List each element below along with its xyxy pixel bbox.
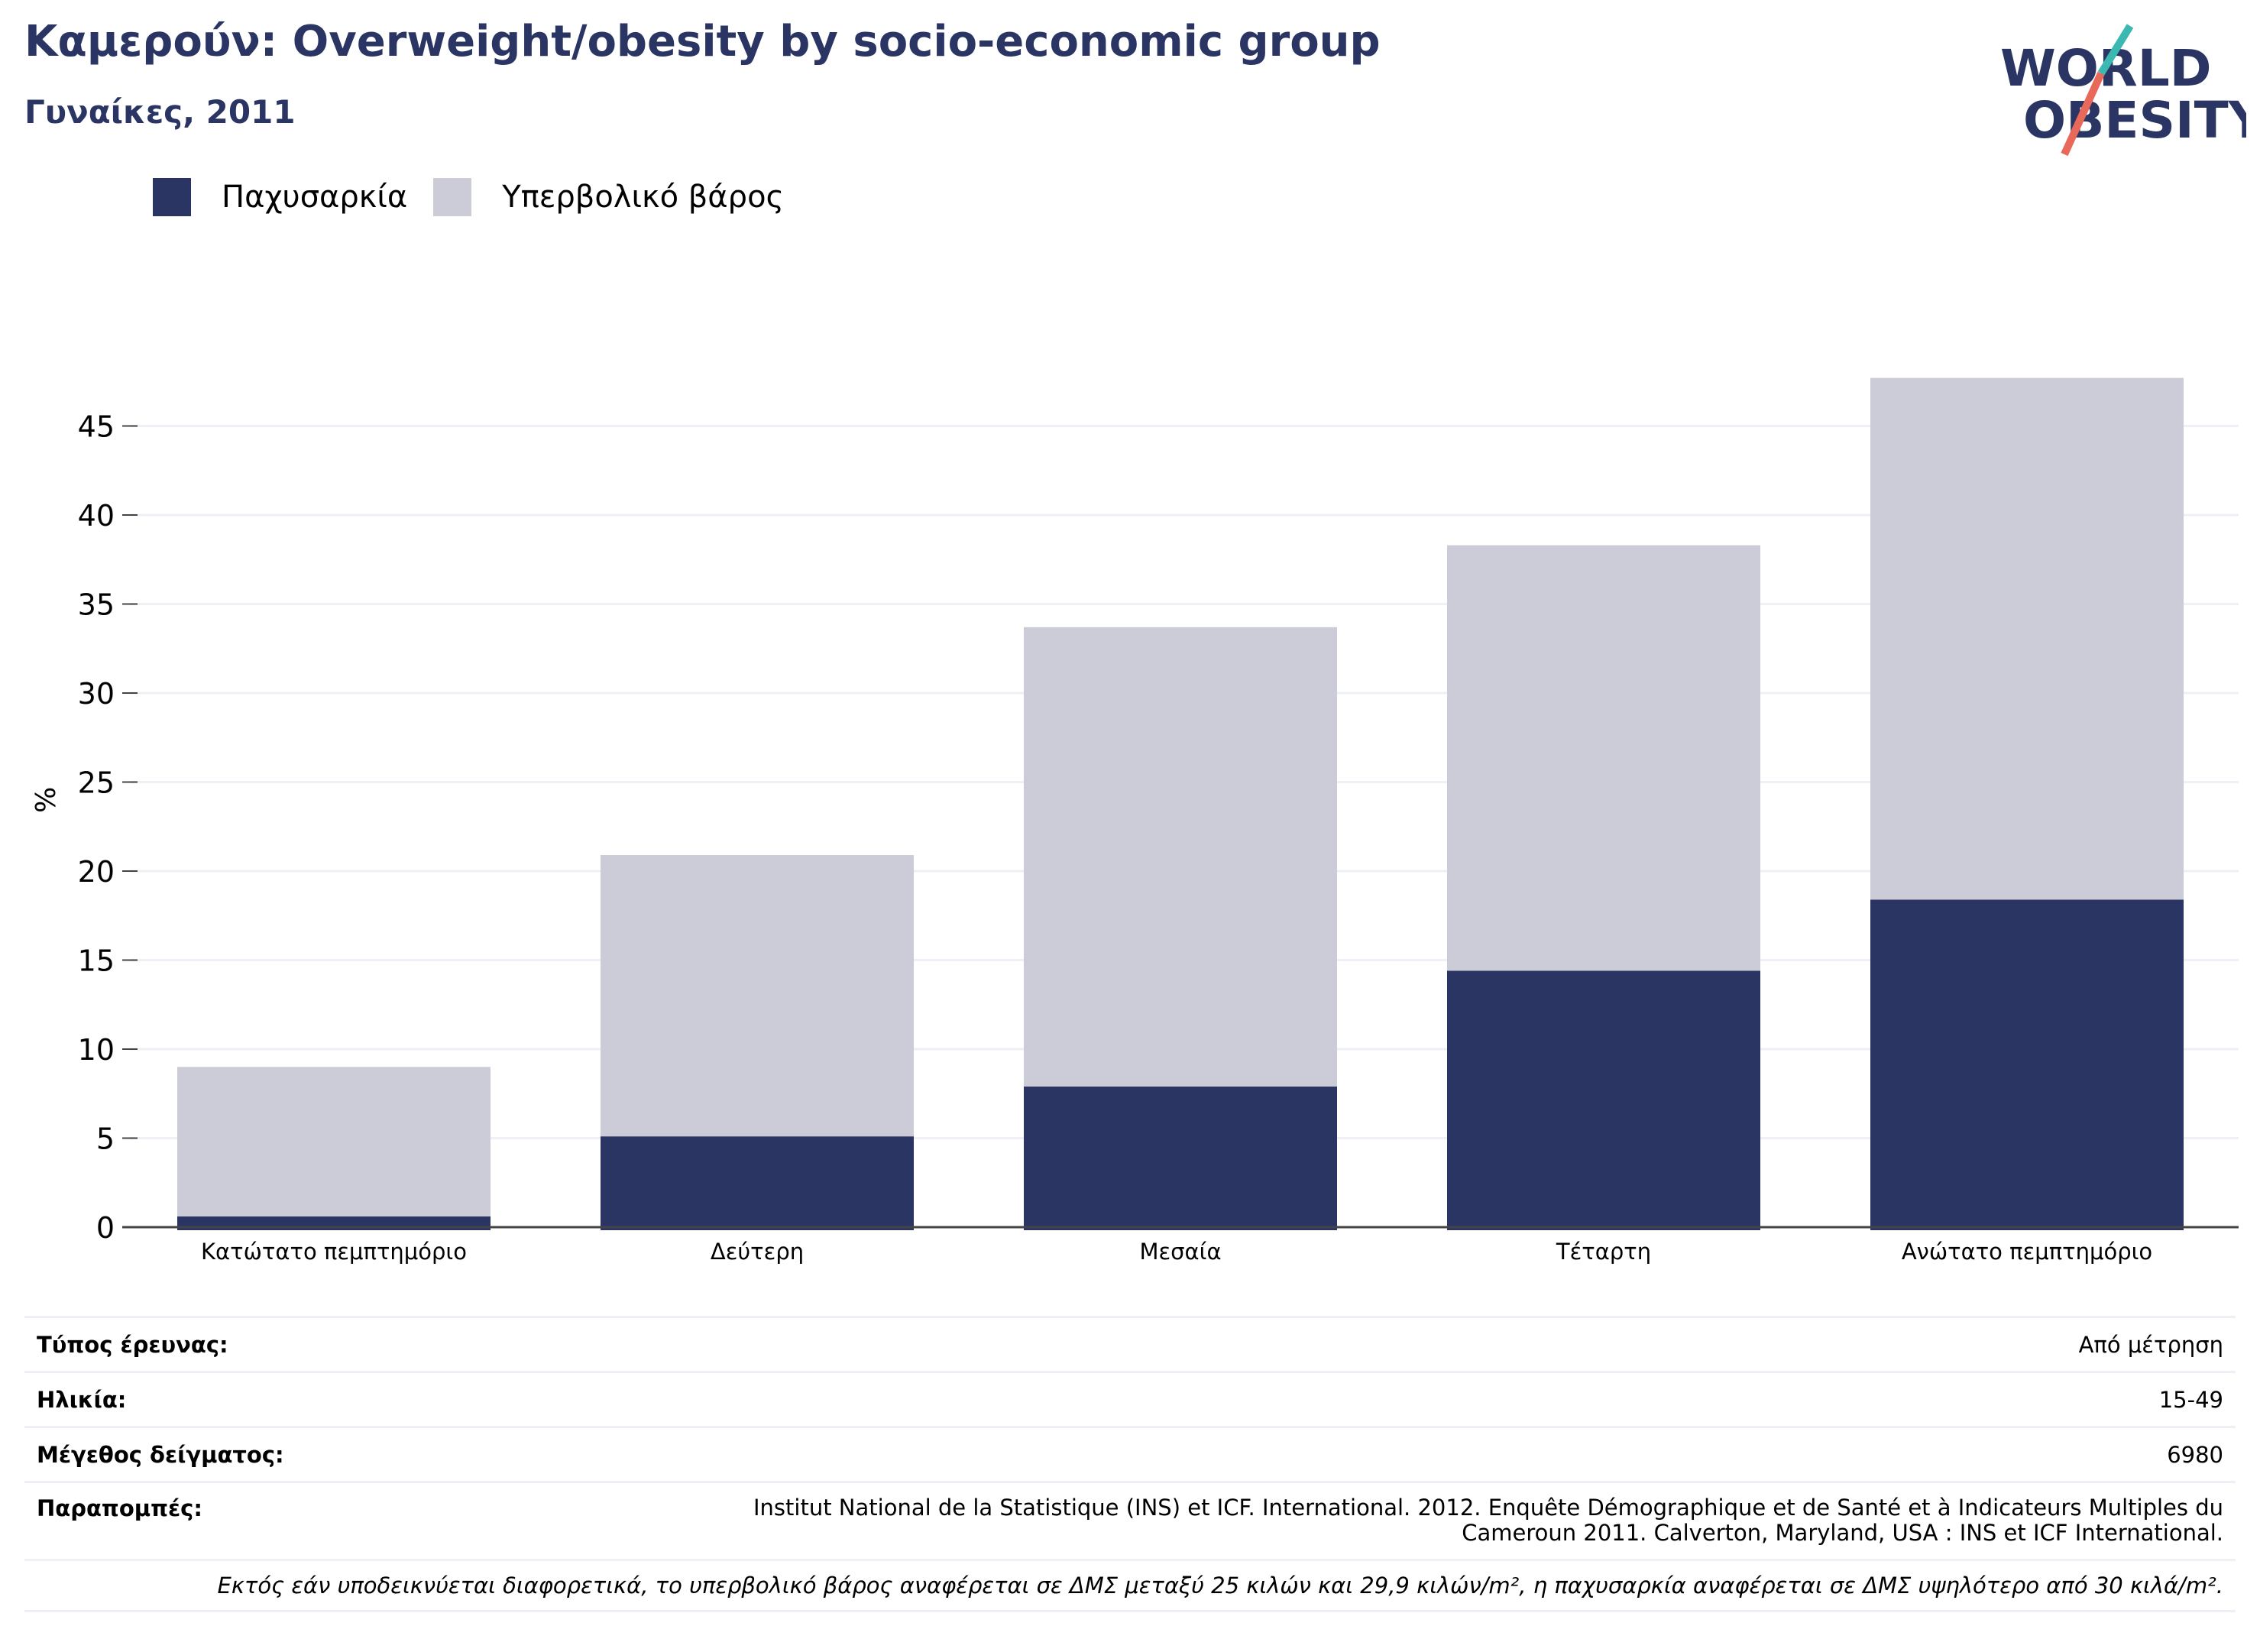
bar-overweight-0 — [177, 1067, 491, 1217]
y-tick-label-25: 25 — [78, 766, 115, 800]
bar-overweight-2 — [1024, 627, 1337, 1087]
x-tick-label-4: Ανώτατο πεμπτημόριο — [1902, 1239, 2152, 1265]
info-table: Τύπος έρευνας: Από μέτρηση Ηλικία: 15-49… — [24, 1316, 2236, 1612]
references-value: Institut National de la Statistique (INS… — [753, 1495, 2223, 1546]
x-axis-labels: Κατώτατο πεμπτημόριο Δεύτερη Μεσαία Τέταρτη… — [201, 1239, 2152, 1265]
info-row-references: Παραπομπές: Institut National de la Stat… — [24, 1481, 2236, 1559]
y-tick-label-45: 45 — [78, 410, 115, 444]
y-axis-ticks: 0 5 10 15 20 25 30 35 40 45 — [78, 410, 138, 1245]
footnote-row: Εκτός εάν υποδεικνύεται διαφορετικά, το … — [24, 1559, 2236, 1612]
bar-overweight-4 — [1870, 377, 2184, 900]
y-axis-label: % — [31, 787, 62, 813]
info-row-age: Ηλικία: 15-49 — [24, 1371, 2236, 1426]
references-label: Παραπομπές: — [37, 1495, 202, 1521]
survey-type-value: Από μέτρηση — [2078, 1331, 2223, 1358]
bar-obesity-4 — [1870, 899, 2184, 1230]
logo-slash-bottom — [2061, 71, 2105, 157]
x-tick-label-0: Κατώτατο πεμπτημόριο — [201, 1239, 467, 1265]
legend-item-obesity[interactable]: Παχυσαρκία — [153, 178, 407, 216]
x-tick-label-2: Μεσαία — [1139, 1239, 1221, 1265]
sample-size-value: 6980 — [2167, 1441, 2223, 1468]
logo-text-obesity: OBESITY — [2023, 91, 2246, 150]
bar-obesity-1 — [601, 1136, 914, 1230]
legend-label-obesity: Παχυσαρκία — [222, 180, 408, 215]
age-value: 15-49 — [2158, 1386, 2223, 1413]
bars — [177, 377, 2184, 1230]
y-tick-label-30: 30 — [78, 677, 115, 711]
legend-item-overweight[interactable]: Υπερβολικό βάρος — [433, 178, 784, 216]
world-obesity-logo: WORLD OBESITY — [2000, 24, 2246, 157]
y-tick-label-40: 40 — [78, 499, 115, 533]
x-tick-label-3: Τέταρτη — [1556, 1239, 1651, 1265]
legend-label-overweight: Υπερβολικό βάρος — [502, 180, 785, 215]
info-row-sample-size: Μέγεθος δείγματος: 6980 — [24, 1426, 2236, 1481]
y-tick-label-10: 10 — [78, 1033, 115, 1067]
legend: Παχυσαρκία Υπερβολικό βάρος — [153, 174, 810, 220]
bar-obesity-2 — [1024, 1086, 1337, 1230]
legend-swatch-overweight — [433, 178, 472, 216]
stacked-bar-chart: 0 5 10 15 20 25 30 35 40 45 Κατώτατο πεμπτημόριο Δ… — [31, 377, 2239, 1265]
legend-swatch-obesity — [153, 178, 191, 216]
sample-size-label: Μέγεθος δείγματος: — [37, 1441, 284, 1468]
y-tick-label-0: 0 — [96, 1211, 115, 1245]
chart-title: Καμερούν: Overweight/obesity by socio-ec… — [24, 17, 1381, 66]
survey-type-label: Τύπος έρευνας: — [37, 1331, 228, 1358]
age-label: Ηλικία: — [37, 1386, 127, 1413]
bar-obesity-3 — [1447, 970, 1760, 1230]
y-tick-label-20: 20 — [78, 855, 115, 889]
logo-slash-top — [2097, 24, 2134, 76]
chart-subtitle: Γυναίκες, 2011 — [24, 93, 296, 131]
x-tick-label-1: Δεύτερη — [711, 1239, 804, 1265]
info-row-survey-type: Τύπος έρευνας: Από μέτρηση — [24, 1316, 2236, 1371]
y-tick-label-5: 5 — [96, 1122, 115, 1156]
bar-overweight-3 — [1447, 545, 1760, 971]
y-tick-label-35: 35 — [78, 588, 115, 622]
footnote: Εκτός εάν υποδεικνύεται διαφορετικά, το … — [217, 1573, 2224, 1599]
bar-overweight-1 — [601, 855, 914, 1137]
y-tick-label-15: 15 — [78, 944, 115, 978]
